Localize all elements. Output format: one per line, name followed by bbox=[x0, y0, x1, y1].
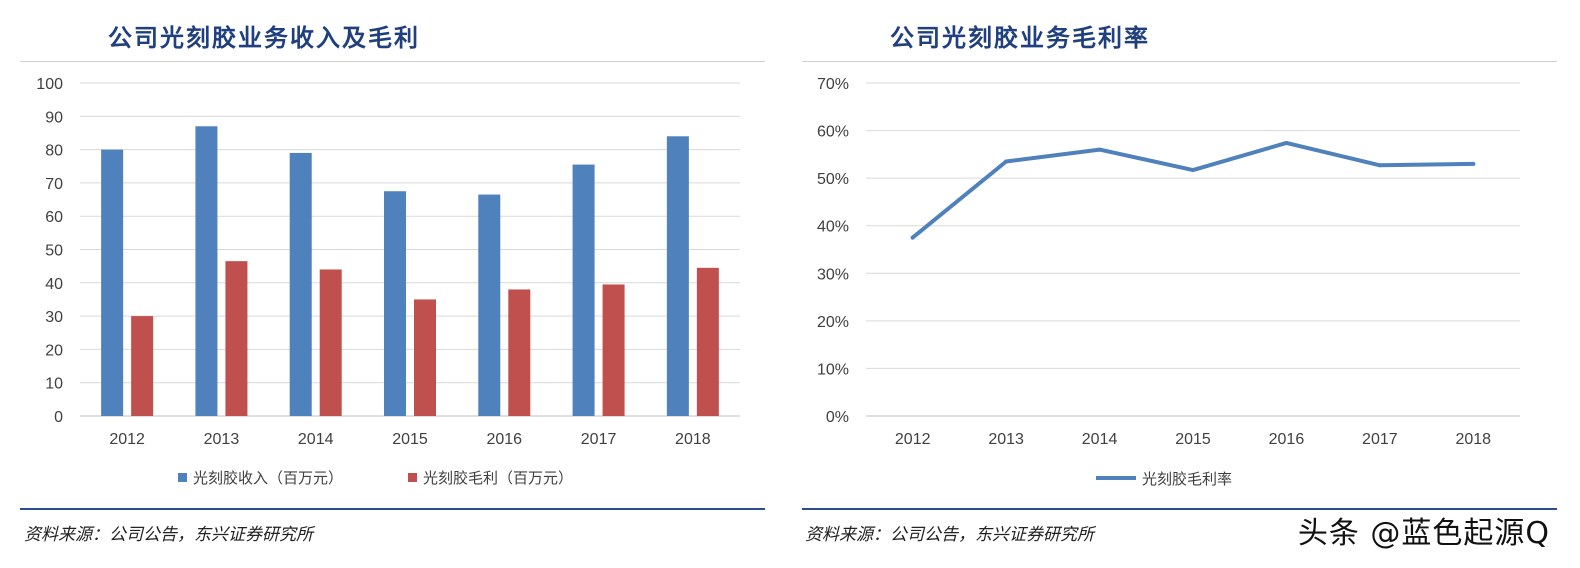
legend-label: 光刻胶毛利（百万元） bbox=[423, 469, 573, 487]
bar bbox=[602, 284, 625, 416]
bottom-divider bbox=[20, 508, 765, 510]
source-note: 资料来源：公司公告，东兴证券研究所 bbox=[805, 525, 1094, 545]
data-point bbox=[910, 235, 915, 240]
y-tick-label: 0% bbox=[826, 409, 849, 426]
x-tick-label: 2014 bbox=[1082, 431, 1118, 448]
x-tick-label: 2016 bbox=[486, 431, 522, 448]
chart-title: 公司光刻胶业务毛利率 bbox=[890, 23, 1150, 52]
y-tick-label: 60% bbox=[817, 124, 849, 141]
bar bbox=[319, 269, 342, 416]
legend-label: 光刻胶收入（百万元） bbox=[193, 469, 343, 487]
bar bbox=[572, 164, 595, 416]
x-tick-label: 2017 bbox=[1362, 431, 1398, 448]
y-tick-label: 70 bbox=[45, 176, 63, 193]
gross-margin-panel: 公司光刻胶业务毛利率 0% 10% 20% 30% 40% 50% 60% 70% 2012 20… bbox=[790, 0, 1580, 568]
top-divider bbox=[20, 61, 765, 62]
bar bbox=[289, 152, 312, 416]
x-tick-label: 2015 bbox=[392, 431, 428, 448]
bar bbox=[478, 194, 501, 416]
bottom-divider bbox=[802, 508, 1557, 510]
bar bbox=[131, 316, 154, 416]
legend-swatch bbox=[408, 473, 417, 482]
y-tick-label: 60 bbox=[45, 209, 63, 226]
line-chart: 0% 10% 20% 30% 40% 50% 60% 70% 2012 2013 2014 2015 2… bbox=[817, 76, 1520, 488]
data-point bbox=[1377, 163, 1382, 168]
y-tick-label: 90 bbox=[45, 109, 63, 126]
y-tick-label: 100 bbox=[36, 76, 63, 93]
y-tick-label: 20% bbox=[817, 314, 849, 331]
data-point bbox=[1471, 161, 1476, 166]
x-tick-label: 2015 bbox=[1175, 431, 1211, 448]
x-tick-label: 2014 bbox=[298, 431, 334, 448]
y-tick-label: 30% bbox=[817, 266, 849, 283]
bar bbox=[384, 191, 406, 416]
series-line bbox=[910, 140, 1476, 240]
y-tick-label: 50 bbox=[45, 243, 63, 260]
x-tick-label: 2018 bbox=[1455, 431, 1491, 448]
x-tick-label: 2017 bbox=[581, 431, 617, 448]
y-tick-label: 80 bbox=[45, 143, 63, 160]
source-note: 资料来源：公司公告，东兴证券研究所 bbox=[24, 525, 313, 545]
x-tick-label: 2013 bbox=[988, 431, 1024, 448]
data-point bbox=[1097, 147, 1102, 152]
x-tick-label: 2012 bbox=[109, 431, 145, 448]
x-tick-label: 2012 bbox=[895, 431, 931, 448]
y-tick-label: 40 bbox=[45, 276, 63, 293]
y-tick-label: 20 bbox=[45, 342, 63, 359]
data-point bbox=[1004, 159, 1009, 164]
y-tick-label: 10% bbox=[817, 361, 849, 378]
y-tick-label: 70% bbox=[817, 76, 849, 93]
watermark: 头条 @蓝色起源Q bbox=[1297, 516, 1550, 551]
y-tick-label: 10 bbox=[45, 376, 63, 393]
top-divider bbox=[802, 61, 1557, 62]
y-tick-label: 50% bbox=[817, 171, 849, 188]
bar bbox=[101, 149, 124, 416]
legend-label: 光刻胶毛利率 bbox=[1142, 470, 1232, 488]
x-tick-label: 2016 bbox=[1269, 431, 1305, 448]
bar bbox=[225, 261, 248, 416]
bar bbox=[666, 136, 689, 416]
revenue-profit-panel: 公司光刻胶业务收入及毛利 0 10 20 30 40 50 60 70 80 90 100 2012 2… bbox=[0, 0, 780, 568]
data-point bbox=[1284, 140, 1289, 145]
y-tick-label: 40% bbox=[817, 219, 849, 236]
x-tick-label: 2013 bbox=[204, 431, 240, 448]
data-point bbox=[1191, 168, 1195, 173]
bar-chart: 0 10 20 30 40 50 60 70 80 90 100 2012 2013 2014 2015 20… bbox=[36, 76, 740, 487]
chart-title: 公司光刻胶业务收入及毛利 bbox=[108, 23, 420, 52]
y-tick-label: 30 bbox=[45, 309, 63, 326]
bar bbox=[414, 299, 436, 416]
y-tick-label: 0 bbox=[54, 409, 63, 426]
bar bbox=[696, 267, 719, 416]
bar bbox=[508, 289, 531, 416]
bar bbox=[195, 126, 218, 416]
legend-swatch bbox=[178, 473, 187, 482]
x-tick-label: 2018 bbox=[675, 431, 711, 448]
